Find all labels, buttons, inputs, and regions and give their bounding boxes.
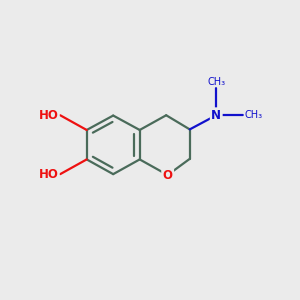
Text: CH₃: CH₃ — [244, 110, 262, 120]
Text: HO: HO — [39, 109, 59, 122]
Text: CH₃: CH₃ — [207, 77, 225, 87]
Text: O: O — [163, 169, 173, 182]
Text: HO: HO — [39, 168, 59, 181]
Text: N: N — [211, 109, 221, 122]
